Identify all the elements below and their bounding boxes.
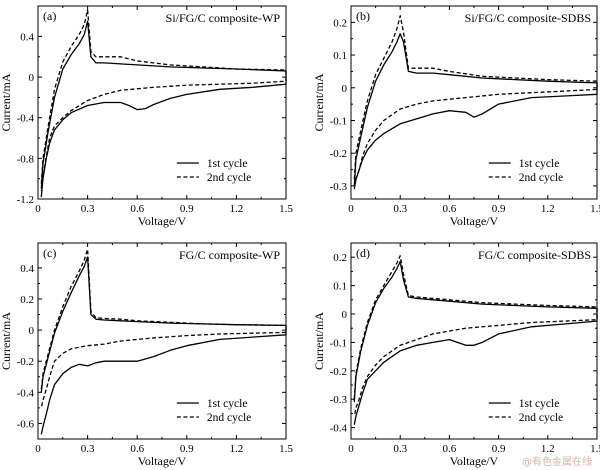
x-tick-label: 0.9 — [180, 443, 194, 455]
y-tick-label: 0.1 — [333, 50, 347, 62]
y-tick-label: 0.2 — [333, 252, 347, 264]
y-tick-label: 0 — [29, 325, 35, 337]
x-axis-label: Voltage/V — [450, 454, 499, 468]
y-axis-label: Current/mA — [0, 312, 13, 370]
series-line-cycle-1 — [353, 33, 598, 190]
y-tick-label: -0.3 — [330, 181, 348, 193]
legend-entry: 1st cycle — [519, 158, 560, 170]
legend-entry: 2nd cycle — [519, 172, 563, 184]
x-tick-label: 0.9 — [492, 443, 506, 455]
y-tick-label: -0.3 — [330, 394, 348, 406]
x-axis-label: Voltage/V — [138, 454, 187, 468]
series-line-cycle-1 — [353, 260, 598, 425]
x-tick-label: 1.5 — [279, 443, 293, 455]
legend-entry: 2nd cycle — [519, 412, 563, 424]
series-line-cycle-2 — [353, 255, 598, 417]
watermark: @有色金属在线 — [522, 457, 592, 468]
chart-panel-1: 0 0.3 0.6 0.9 1.2 1.5 -1.2 -0.8 -0.4 0 0.4 Voltage/… — [0, 5, 293, 228]
y-tick-label: -0.4 — [17, 113, 35, 125]
y-tick-label: 0 — [29, 72, 35, 84]
legend-entry: 1st cycle — [207, 398, 248, 410]
chart-title: Si/FG/C composite-WP — [166, 11, 281, 25]
panel-label: (b) — [356, 9, 370, 23]
x-tick-label: 0.6 — [443, 443, 457, 455]
x-tick-label: 1.2 — [230, 443, 244, 455]
series-line-cycle-1 — [40, 256, 287, 435]
x-tick-label: 1.5 — [279, 203, 293, 215]
x-tick-label: 1.5 — [590, 443, 600, 455]
y-tick-label: 0.4 — [20, 31, 34, 43]
y-tick-label: -1.2 — [17, 194, 34, 206]
panel-label: (c) — [43, 246, 56, 260]
legend-entry: 2nd cycle — [207, 412, 251, 424]
legend-entry: 1st cycle — [207, 158, 248, 170]
y-tick-label: -0.4 — [330, 423, 348, 435]
x-tick-label: 0.9 — [180, 203, 194, 215]
y-tick-label: -0.2 — [330, 148, 347, 160]
x-tick-label: 0 — [348, 203, 354, 215]
chart-title: FG/C composite-WP — [179, 248, 280, 262]
x-tick-label: 1.5 — [590, 203, 600, 215]
y-axis-label: Current/mA — [312, 312, 326, 370]
panel-label: (a) — [43, 9, 56, 23]
plot-frame — [350, 5, 598, 200]
x-tick-label: 0.6 — [130, 443, 144, 455]
series-line-cycle-2 — [40, 248, 287, 409]
x-tick-label: 0.9 — [492, 203, 506, 215]
panel-label: (d) — [356, 246, 370, 260]
y-tick-label: -0.2 — [17, 356, 34, 368]
x-tick-label: 0.3 — [81, 203, 95, 215]
y-tick-label: 0.2 — [333, 17, 347, 29]
y-tick-label: -0.6 — [17, 418, 35, 430]
chart-panel-2: 0 0.3 0.6 0.9 1.2 1.5 -0.3 -0.2 -0.1 0 0.1 0.2 Volta… — [312, 5, 600, 228]
y-tick-label: -0.1 — [330, 115, 347, 127]
x-tick-label: 0.3 — [393, 443, 407, 455]
plot-frame — [350, 242, 598, 440]
plot-frame — [37, 242, 287, 440]
chart-title: Si/FG/C composite-SDBS — [465, 11, 591, 25]
x-tick-label: 1.2 — [541, 203, 555, 215]
y-tick-label: 0 — [342, 83, 348, 95]
series-line-cycle-1 — [40, 20, 287, 198]
x-tick-label: 0.6 — [443, 203, 457, 215]
plot-frame — [37, 5, 287, 200]
x-tick-label: 1.2 — [541, 443, 555, 455]
series-line-cycle-2 — [353, 15, 598, 187]
y-tick-label: -0.8 — [17, 153, 35, 165]
legend-entry: 1st cycle — [519, 398, 560, 410]
y-axis-label: Current/mA — [0, 73, 13, 131]
x-tick-label: 0 — [35, 443, 41, 455]
chart-title: FG/C composite-SDBS — [478, 248, 591, 262]
chart-panel-4: 0 0.3 0.6 0.9 1.2 1.5 -0.4 -0.3 -0.2 -0.1 0 0.1 0.2 V… — [312, 242, 600, 468]
y-tick-label: 0.2 — [20, 294, 34, 306]
series-line-cycle-2 — [40, 9, 287, 191]
x-axis-label: Voltage/V — [138, 214, 187, 228]
y-tick-label: 0.1 — [333, 281, 347, 293]
x-tick-label: 0.3 — [81, 443, 95, 455]
y-tick-label: -0.4 — [17, 387, 35, 399]
y-tick-label: -0.2 — [330, 366, 347, 378]
x-axis-label: Voltage/V — [450, 214, 499, 228]
chart-panel-3: 0 0.3 0.6 0.9 1.2 1.5 -0.6 -0.4 -0.2 0 0.2 0.4 Volta… — [0, 242, 293, 468]
x-tick-label: 0.6 — [130, 203, 144, 215]
y-tick-label: 0.4 — [20, 263, 34, 275]
y-axis-label: Current/mA — [312, 73, 326, 131]
x-tick-label: 1.2 — [230, 203, 244, 215]
legend-entry: 2nd cycle — [207, 172, 251, 184]
x-tick-label: 0 — [348, 443, 354, 455]
y-tick-label: 0 — [342, 309, 348, 321]
x-tick-label: 0 — [35, 203, 41, 215]
x-tick-label: 0.3 — [393, 203, 407, 215]
y-tick-label: -0.1 — [330, 337, 347, 349]
